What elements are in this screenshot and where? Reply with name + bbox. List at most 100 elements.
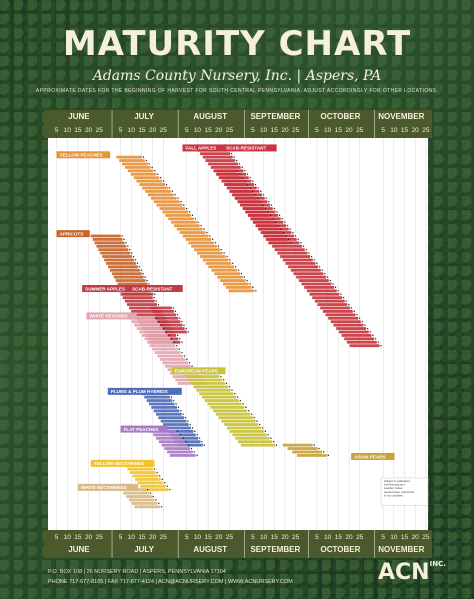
harvest-marker (340, 293, 342, 295)
harvest-marker (255, 290, 257, 292)
tick-label: 20 (149, 534, 157, 541)
harvest-marker (342, 296, 345, 299)
harvest-marker (191, 427, 194, 429)
cultivar-bar (131, 320, 158, 324)
month-label: JUNE (68, 112, 90, 121)
tick-label: 20 (345, 534, 353, 541)
harvest-marker (332, 283, 334, 285)
cultivar-bar (296, 275, 327, 279)
cultivar-bar (134, 505, 161, 509)
harvest-marker (326, 276, 329, 278)
cultivar-bar (113, 275, 144, 279)
group-label: FALL APPLES (185, 146, 216, 151)
harvest-marker (220, 375, 222, 378)
tick-label: 25 (292, 127, 300, 134)
cultivar-bar (349, 344, 380, 348)
harvest-marker (181, 351, 183, 354)
cultivar-bar (150, 306, 172, 310)
harvest-marker (246, 279, 248, 282)
harvest-marker (174, 310, 177, 313)
tick-label: 5 (185, 127, 189, 134)
cultivar-bar (115, 279, 146, 282)
cultivar-bar (135, 478, 161, 481)
cultivar-bar (133, 176, 160, 180)
harvest-marker (300, 242, 302, 244)
cultivar-bar (140, 484, 166, 488)
cultivar-bar (98, 248, 129, 252)
harvest-marker (278, 214, 281, 217)
harvest-marker (182, 437, 184, 439)
cultivar-bar (156, 412, 182, 416)
group-label: APRICOTS (60, 231, 84, 236)
harvest-marker (233, 156, 235, 158)
harvest-marker (270, 437, 272, 439)
cultivar-bar (322, 310, 353, 313)
tick-label: 10 (64, 127, 72, 134)
harvest-marker (236, 170, 239, 172)
cultivar-bar (240, 443, 275, 447)
harvest-marker (136, 262, 139, 265)
harvest-marker (225, 382, 228, 385)
cultivar-bar (298, 279, 329, 282)
tick-label: 25 (356, 127, 364, 134)
cultivar-bar (94, 241, 125, 245)
cultivar-bar (285, 262, 316, 265)
group-label-bg (129, 285, 183, 292)
group-label: SCAB-RESISTANT (226, 146, 266, 151)
harvest-marker (239, 173, 241, 175)
harvest-marker (237, 269, 240, 271)
harvest-marker (170, 396, 173, 398)
tick-label: 5 (251, 534, 255, 541)
harvest-marker (329, 279, 331, 282)
harvest-marker (366, 327, 369, 330)
cultivar-bar (237, 200, 259, 204)
cultivar-bar (137, 481, 164, 485)
cultivar-bar (202, 258, 229, 262)
cultivar-bar (245, 210, 267, 214)
harvest-marker (152, 495, 154, 498)
harvest-marker (308, 252, 310, 254)
cultivar-bar (214, 169, 236, 173)
harvest-marker (142, 156, 145, 158)
harvest-marker (191, 214, 194, 217)
harvest-marker (179, 338, 181, 340)
legend-note-line: weather. Dates (384, 486, 403, 490)
tick-label: 5 (381, 127, 385, 134)
cultivar-bar (163, 423, 189, 426)
cultivar-bar (165, 214, 191, 217)
cultivar-bar (296, 454, 327, 457)
harvest-marker (178, 348, 180, 350)
cultivar-bar (154, 313, 177, 317)
harvest-marker (211, 238, 214, 241)
cultivar-bar (210, 406, 245, 409)
cultivar-bar (116, 155, 142, 159)
cultivar-bar (106, 262, 136, 265)
harvest-marker (170, 338, 173, 340)
harvest-marker (134, 259, 137, 261)
cultivar-bar (207, 402, 242, 406)
cultivar-bar (205, 262, 232, 265)
cultivar-bar (104, 258, 135, 262)
cultivar-bar (127, 169, 154, 173)
cultivar-bar (290, 268, 321, 272)
harvest-marker (285, 235, 287, 237)
harvest-marker (190, 447, 193, 450)
harvest-marker (262, 204, 264, 206)
tick-label: 15 (401, 127, 409, 134)
cultivar-bar (141, 334, 168, 337)
harvest-marker (234, 392, 236, 395)
harvest-marker (245, 406, 247, 409)
harvest-marker (217, 245, 220, 247)
cultivar-bar (268, 241, 290, 245)
cultivar-bar (217, 275, 243, 279)
tick-label: 25 (96, 534, 104, 541)
tick-label: 5 (185, 534, 189, 541)
harvest-marker (257, 197, 259, 199)
footer-contact: P.O. BOX 108 | 26 NURSERY ROAD | ASPERS,… (48, 567, 293, 587)
tick-label: 5 (119, 127, 123, 134)
harvest-marker (162, 180, 165, 182)
harvest-marker (180, 200, 182, 203)
harvest-marker (165, 331, 168, 333)
tick-label: 10 (260, 127, 268, 134)
